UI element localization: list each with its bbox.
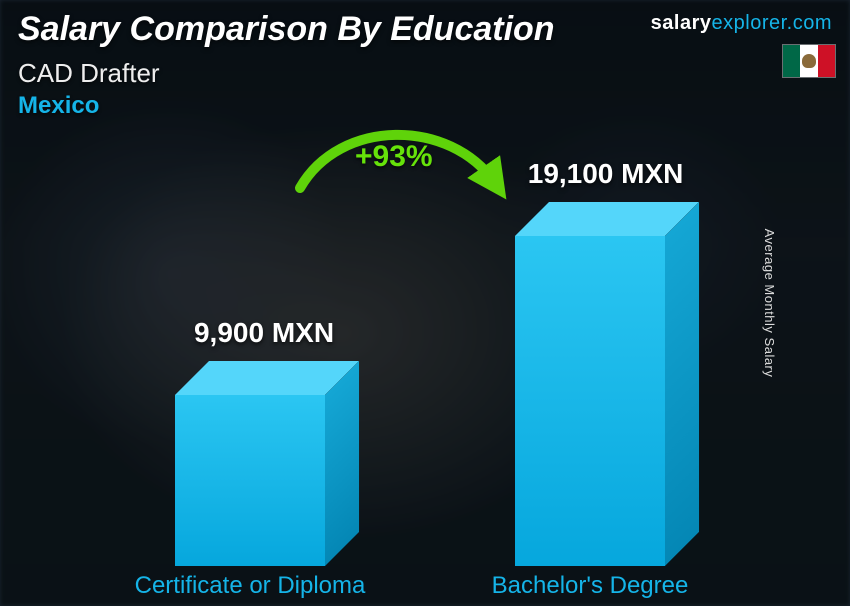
bar-1-side-face bbox=[665, 202, 699, 566]
brand-watermark: salaryexplorer.com bbox=[651, 12, 832, 35]
bar-0-front-face bbox=[175, 395, 325, 566]
bar-0-side-face bbox=[325, 361, 359, 566]
occupation-subtitle: CAD Drafter bbox=[18, 58, 160, 89]
bar-1-value-label: 19,100 MXN bbox=[528, 158, 684, 190]
flag-emblem-icon bbox=[802, 54, 816, 68]
brand-suffix: explorer.com bbox=[712, 12, 833, 34]
bar-chart: 9,900 MXN Certificate or Diploma 19,100 … bbox=[0, 136, 850, 606]
country-flag-icon bbox=[782, 44, 836, 78]
bar-group-1: 19,100 MXN Bachelor's Degree bbox=[460, 236, 720, 566]
percentage-increase-label: +93% bbox=[355, 140, 433, 174]
flag-stripe-1 bbox=[783, 45, 800, 77]
bar-1-front-face bbox=[515, 236, 665, 566]
bar-group-0: 9,900 MXN Certificate or Diploma bbox=[120, 395, 380, 566]
brand-prefix: salary bbox=[651, 12, 712, 34]
country-label: Mexico bbox=[18, 92, 99, 120]
bar-0 bbox=[175, 395, 325, 566]
flag-stripe-3 bbox=[818, 45, 835, 77]
bar-0-value-label: 9,900 MXN bbox=[194, 317, 334, 349]
bar-1-category-label: Bachelor's Degree bbox=[492, 572, 689, 600]
bar-0-category-label: Certificate or Diploma bbox=[135, 572, 366, 600]
bar-1 bbox=[515, 236, 665, 566]
page-title: Salary Comparison By Education bbox=[18, 10, 555, 49]
